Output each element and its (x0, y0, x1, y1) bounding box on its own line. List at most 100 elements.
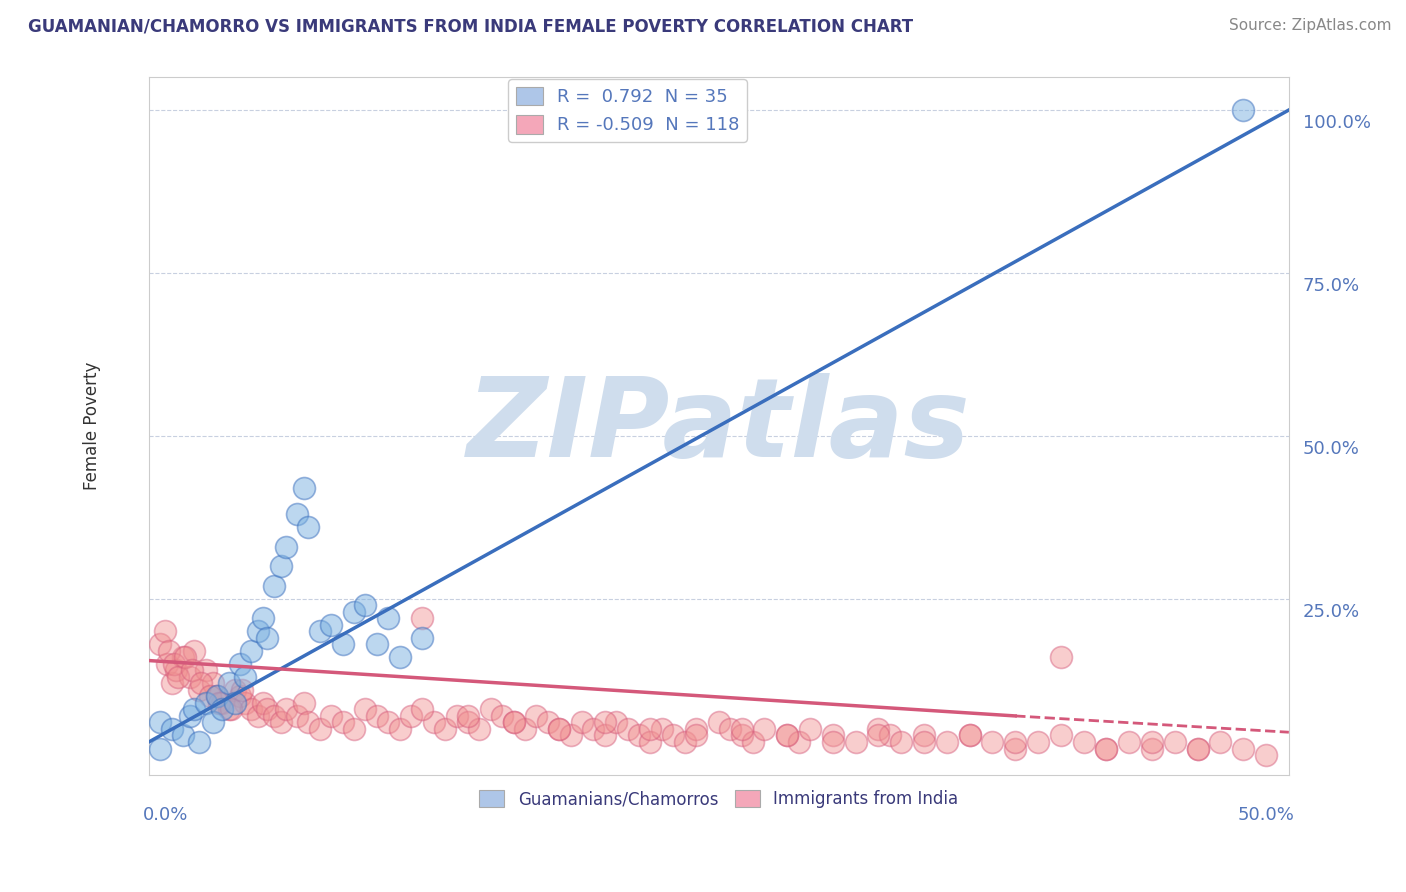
Point (1049, 729, 1071, 743)
Point (233, 696, 256, 710)
Point (366, 709, 388, 723)
Point (149, 741, 172, 756)
Point (354, 598, 377, 612)
Point (183, 702, 205, 716)
Point (233, 670, 256, 684)
Point (211, 702, 233, 716)
Point (651, 722, 673, 736)
Point (640, 735, 662, 749)
Point (219, 702, 242, 716)
Point (229, 657, 252, 671)
Point (707, 715, 730, 730)
Point (218, 676, 240, 690)
Point (845, 735, 868, 749)
Point (890, 735, 912, 749)
Text: 25.0%: 25.0% (1302, 603, 1360, 621)
Point (582, 722, 605, 736)
Point (163, 657, 186, 671)
Point (308, 722, 330, 736)
Point (332, 715, 354, 730)
Point (742, 735, 765, 749)
Point (388, 650, 411, 665)
Point (560, 729, 582, 743)
Point (868, 729, 890, 743)
Point (718, 722, 741, 736)
Point (321, 617, 343, 632)
Point (446, 709, 468, 723)
Text: 50.0%: 50.0% (1237, 806, 1295, 824)
Point (270, 559, 292, 574)
Point (1026, 735, 1049, 749)
Point (821, 735, 844, 749)
Point (174, 650, 197, 665)
Point (377, 715, 399, 730)
Point (366, 637, 388, 651)
Point (252, 696, 274, 710)
Point (1118, 735, 1140, 749)
Text: Source: ZipAtlas.com: Source: ZipAtlas.com (1229, 18, 1392, 33)
Point (548, 722, 571, 736)
Point (593, 729, 616, 743)
Point (247, 624, 270, 639)
Point (912, 735, 935, 749)
Point (187, 735, 209, 749)
Point (673, 735, 696, 749)
Point (571, 715, 593, 730)
Text: 0.0%: 0.0% (143, 806, 188, 824)
Point (274, 540, 297, 554)
Point (149, 637, 172, 651)
Point (787, 735, 810, 749)
Point (157, 644, 180, 658)
Point (1095, 741, 1118, 756)
Point (1049, 650, 1071, 665)
Point (411, 611, 433, 625)
Point (240, 702, 263, 716)
Point (526, 709, 548, 723)
Point (468, 722, 491, 736)
Point (274, 702, 297, 716)
Point (434, 722, 457, 736)
Legend: Guamanians/Chamorros, Immigrants from India: Guamanians/Chamorros, Immigrants from In… (472, 783, 965, 815)
Point (297, 520, 319, 534)
Point (457, 709, 479, 723)
Point (256, 631, 278, 645)
Point (627, 729, 650, 743)
Point (285, 507, 308, 521)
Point (491, 709, 513, 723)
Point (685, 722, 707, 736)
Point (194, 696, 217, 710)
Point (263, 709, 285, 723)
Point (502, 715, 524, 730)
Point (252, 611, 274, 625)
Point (423, 715, 446, 730)
Point (502, 715, 524, 730)
Text: 100.0%: 100.0% (1302, 114, 1371, 132)
Point (1095, 741, 1118, 756)
Point (172, 729, 194, 743)
Text: GUAMANIAN/CHAMORRO VS IMMIGRANTS FROM INDIA FEMALE POVERTY CORRELATION CHART: GUAMANIAN/CHAMORRO VS IMMIGRANTS FROM IN… (28, 18, 914, 36)
Point (399, 709, 422, 723)
Point (1187, 741, 1209, 756)
Point (256, 702, 278, 716)
Point (205, 690, 228, 704)
Point (308, 624, 330, 639)
Point (1254, 747, 1277, 762)
Point (211, 696, 233, 710)
Point (231, 682, 253, 697)
Point (285, 709, 308, 723)
Point (153, 624, 176, 639)
Point (548, 722, 571, 736)
Text: ZIPatlas: ZIPatlas (467, 373, 970, 480)
Point (479, 702, 502, 716)
Point (537, 715, 560, 730)
Point (730, 729, 752, 743)
Point (229, 690, 252, 704)
Point (149, 715, 172, 730)
Point (1073, 735, 1095, 749)
Point (959, 729, 981, 743)
Point (297, 715, 319, 730)
Point (332, 637, 354, 651)
Point (754, 722, 776, 736)
Point (247, 709, 270, 723)
Point (218, 702, 240, 716)
